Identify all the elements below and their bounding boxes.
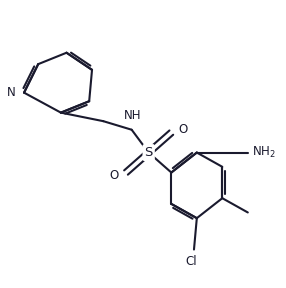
Text: S: S bbox=[144, 146, 153, 159]
Text: NH: NH bbox=[124, 109, 142, 122]
Text: N: N bbox=[7, 86, 15, 99]
Text: NH$_2$: NH$_2$ bbox=[252, 145, 276, 160]
Text: Cl: Cl bbox=[185, 255, 197, 268]
Text: O: O bbox=[110, 169, 119, 182]
Text: O: O bbox=[178, 123, 188, 136]
